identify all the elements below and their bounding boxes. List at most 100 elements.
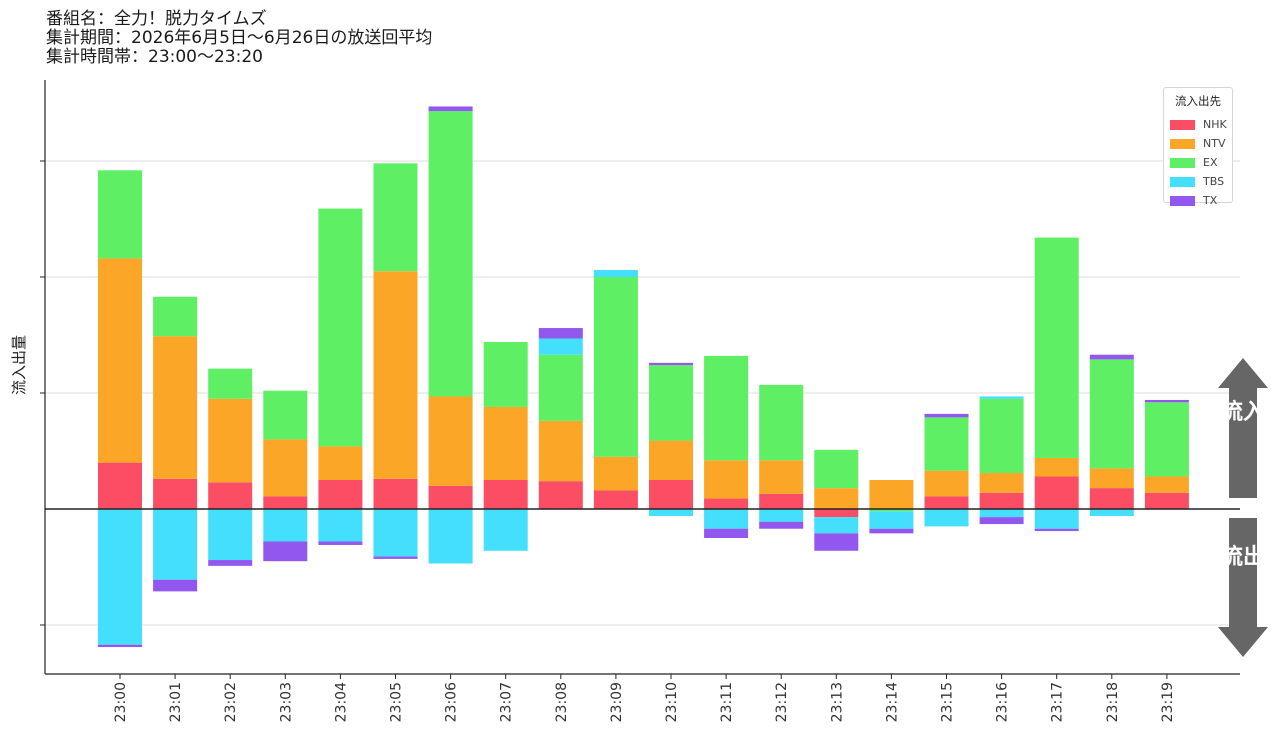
bar-inflow-nhk-2319 bbox=[1144, 492, 1189, 509]
x-tick-label: 23:11 bbox=[719, 682, 735, 722]
x-tick-label: 23:10 bbox=[664, 682, 680, 722]
bar-inflow-tx-2306 bbox=[428, 106, 473, 112]
bar-inflow-nhk-2301 bbox=[153, 478, 198, 509]
bar-inflow-ex-2315 bbox=[924, 417, 969, 471]
legend-label: NTV bbox=[1203, 137, 1226, 150]
legend-label: TX bbox=[1203, 194, 1218, 207]
bar-outflow-tx-2302 bbox=[208, 560, 253, 566]
bar-inflow-ntv-2302 bbox=[208, 398, 253, 483]
legend-swatch bbox=[1170, 119, 1195, 130]
bar-inflow-nhk-2316 bbox=[979, 492, 1024, 509]
bar-inflow-ntv-2316 bbox=[979, 473, 1024, 493]
bar-inflow-nhk-2311 bbox=[704, 498, 749, 509]
bar-outflow-tbs-2310 bbox=[649, 509, 693, 516]
bar-inflow-nhk-2317 bbox=[1034, 476, 1079, 509]
bar-inflow-ex-2317 bbox=[1034, 237, 1079, 458]
bar-inflow-nhk-2307 bbox=[483, 480, 528, 509]
bar-outflow-tbs-2311 bbox=[704, 509, 749, 529]
bar-inflow-nhk-2303 bbox=[263, 496, 308, 509]
legend-swatch bbox=[1170, 195, 1195, 206]
bar-inflow-ex-2308 bbox=[538, 354, 583, 421]
x-tick-label: 23:05 bbox=[389, 682, 405, 722]
aggregation-period: 集計期間：2026年6月5日〜6月26日の放送回平均 bbox=[46, 28, 433, 48]
bar-inflow-tx-2310 bbox=[649, 362, 693, 366]
x-tick-label: 23:13 bbox=[829, 682, 845, 722]
bar-inflow-ntv-2318 bbox=[1089, 468, 1134, 489]
bar-inflow-ex-2304 bbox=[318, 208, 363, 447]
bar-inflow-tbs-2308 bbox=[538, 338, 583, 355]
x-tick-label: 23:19 bbox=[1160, 682, 1176, 722]
x-tick-label: 23:00 bbox=[113, 682, 129, 722]
x-tick-label: 23:12 bbox=[774, 682, 790, 722]
x-tick-label: 23:04 bbox=[333, 682, 349, 722]
bar-outflow-tx-2317 bbox=[1034, 528, 1079, 532]
bar-inflow-ex-2301 bbox=[153, 296, 198, 337]
bar-outflow-tbs-2303 bbox=[263, 509, 308, 542]
bar-inflow-nhk-2305 bbox=[373, 478, 418, 509]
bar-outflow-tbs-2306 bbox=[428, 509, 473, 564]
bar-outflow-tbs-2316 bbox=[979, 509, 1024, 518]
x-tick-label: 23:14 bbox=[884, 682, 900, 722]
bar-inflow-tx-2319 bbox=[1144, 399, 1189, 403]
bar-inflow-nhk-2302 bbox=[208, 482, 253, 509]
bar-outflow-tx-2312 bbox=[759, 521, 804, 529]
bar-outflow-tbs-2315 bbox=[924, 509, 969, 527]
bar-inflow-tx-2318 bbox=[1089, 354, 1134, 360]
x-tick-label: 23:16 bbox=[995, 682, 1011, 722]
legend-title: 流入出先 bbox=[1175, 94, 1221, 108]
bar-inflow-tx-2308 bbox=[538, 328, 583, 339]
legend-swatch bbox=[1170, 138, 1195, 149]
x-tick-label: 23:15 bbox=[940, 682, 956, 722]
bar-inflow-nhk-2306 bbox=[428, 485, 473, 509]
bar-outflow-tbs-2307 bbox=[483, 509, 528, 551]
legend-label: TBS bbox=[1203, 175, 1225, 188]
bar-outflow-tx-2313 bbox=[814, 533, 859, 551]
bar-inflow-ex-2318 bbox=[1089, 359, 1134, 469]
outflow-label: 流出 bbox=[1220, 545, 1265, 570]
bar-inflow-ex-2309 bbox=[593, 277, 638, 457]
bar-inflow-ex-2305 bbox=[373, 163, 418, 272]
x-tick-label: 23:03 bbox=[278, 682, 294, 722]
bar-inflow-tbs-2309 bbox=[593, 270, 638, 277]
bar-inflow-ex-2306 bbox=[428, 111, 473, 397]
bar-inflow-ex-2319 bbox=[1144, 402, 1189, 477]
legend-label: EX bbox=[1203, 156, 1218, 169]
bar-inflow-nhk-2318 bbox=[1089, 488, 1134, 509]
bar-inflow-ex-2303 bbox=[263, 390, 308, 440]
bar-inflow-ntv-2303 bbox=[263, 439, 308, 497]
bar-inflow-ex-2307 bbox=[483, 341, 528, 407]
bar-inflow-nhk-2308 bbox=[538, 481, 583, 509]
bar-outflow-tx-2316 bbox=[979, 517, 1024, 525]
bar-outflow-tbs-2300 bbox=[98, 509, 142, 645]
inflow-arrow-icon bbox=[1218, 358, 1268, 498]
bar-outflow-tbs-2317 bbox=[1034, 509, 1079, 529]
bar-outflow-tx-2305 bbox=[373, 556, 418, 559]
bar-outflow-tx-2303 bbox=[263, 541, 308, 562]
legend-label: NHK bbox=[1203, 118, 1227, 131]
bar-inflow-tx-2315 bbox=[924, 413, 969, 418]
x-tick-label: 23:17 bbox=[1050, 682, 1066, 722]
bar-inflow-ntv-2311 bbox=[704, 460, 749, 499]
legend-item-ntv: NTV bbox=[1164, 134, 1232, 153]
legend-item-ex: EX bbox=[1164, 153, 1232, 172]
bar-inflow-ex-2316 bbox=[979, 398, 1024, 474]
bar-inflow-nhk-2310 bbox=[649, 480, 693, 509]
legend-item-tbs: TBS bbox=[1164, 172, 1232, 191]
bar-outflow-tbs-2302 bbox=[208, 509, 253, 561]
bar-inflow-ex-2310 bbox=[649, 365, 693, 441]
bar-inflow-nhk-2304 bbox=[318, 480, 363, 509]
bar-inflow-ntv-2317 bbox=[1034, 457, 1079, 477]
x-tick-label: 23:09 bbox=[609, 682, 625, 722]
bar-outflow-tbs-2305 bbox=[373, 509, 418, 557]
bar-inflow-nhk-2315 bbox=[924, 496, 969, 509]
outflow-arrow-icon bbox=[1218, 518, 1268, 657]
bar-outflow-nhk-2313 bbox=[814, 509, 859, 518]
bar-outflow-tbs-2301 bbox=[153, 509, 198, 580]
bar-inflow-ntv-2306 bbox=[428, 396, 473, 486]
bar-inflow-ex-2311 bbox=[704, 355, 749, 461]
bar-outflow-tx-2301 bbox=[153, 579, 198, 592]
bar-outflow-tbs-2314 bbox=[869, 511, 914, 529]
bar-inflow-ntv-2315 bbox=[924, 470, 969, 497]
bar-inflow-nhk-2309 bbox=[593, 490, 638, 509]
